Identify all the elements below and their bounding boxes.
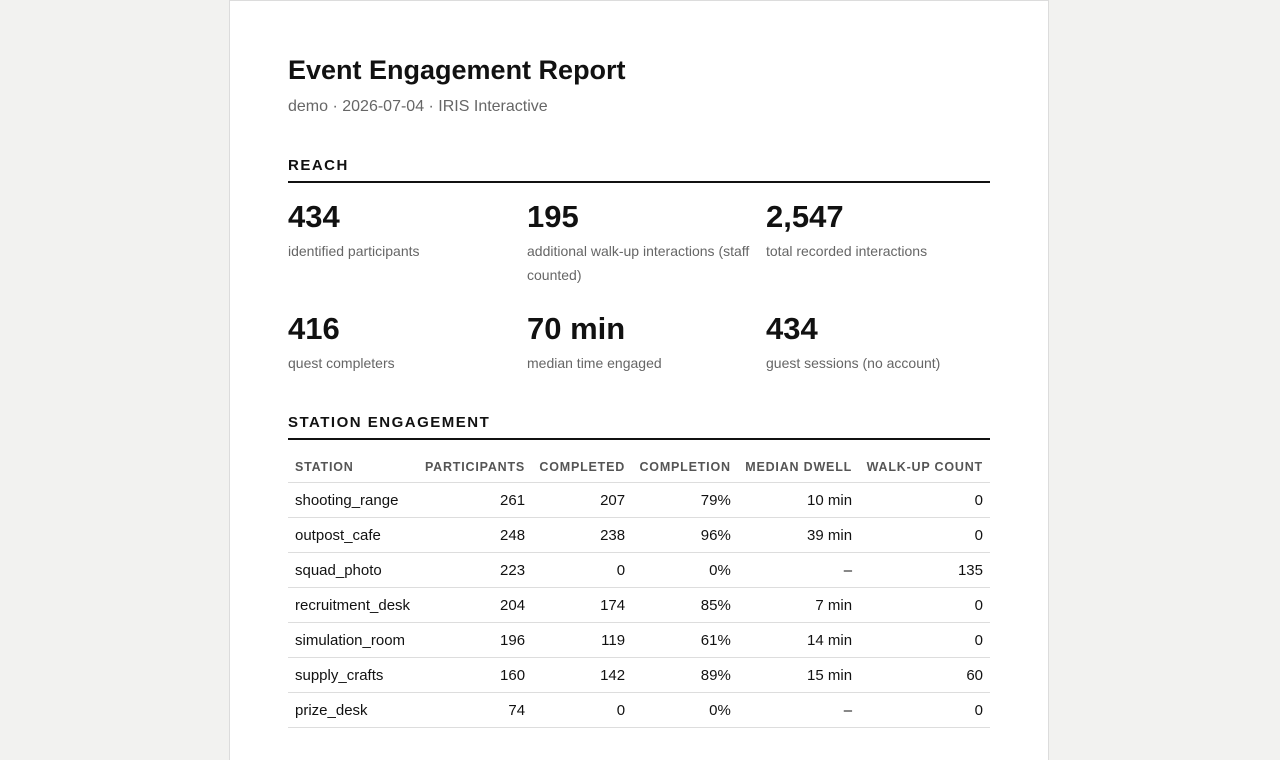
cell-completion: 61% <box>632 622 738 658</box>
cell-completed: 119 <box>532 622 633 658</box>
table-row: supply_crafts 160 142 89% 15 min 60 <box>288 657 990 693</box>
cell-completion: 79% <box>632 482 738 518</box>
cell-station: shooting_range <box>288 482 418 518</box>
cell-median-dwell: 10 min <box>737 482 860 518</box>
cell-walkup-count: 0 <box>859 692 990 728</box>
report-title: Event Engagement Report <box>288 55 626 85</box>
table-row: squad_photo 223 0 0% – 135 <box>288 552 990 588</box>
cell-completed: 238 <box>532 517 633 553</box>
reach-heading: REACH <box>288 157 990 183</box>
metric-value: 434 <box>288 199 340 234</box>
cell-participants: 160 <box>417 657 533 693</box>
cell-station: recruitment_desk <box>288 587 418 623</box>
metric-median-time: 70 min median time engaged <box>527 311 752 375</box>
cell-station: outpost_cafe <box>288 517 418 553</box>
metric-label: identified participants <box>288 243 420 259</box>
cell-walkup-count: 60 <box>859 657 990 693</box>
cell-completion: 0% <box>632 552 738 588</box>
cell-participants: 261 <box>417 482 533 518</box>
cell-walkup-count: 0 <box>859 622 990 658</box>
table-row: recruitment_desk 204 174 85% 7 min 0 <box>288 587 990 623</box>
metric-label: additional walk-up interactions (staff c… <box>527 243 750 283</box>
cell-completed: 207 <box>532 482 633 518</box>
cell-median-dwell: – <box>737 692 860 728</box>
cell-participants: 223 <box>417 552 533 588</box>
column-header-median-dwell: MEDIAN DWELL <box>737 452 860 483</box>
station-engagement-heading: STATION ENGAGEMENT <box>288 414 990 440</box>
cell-completed: 0 <box>532 552 633 588</box>
metric-quest-completers: 416 quest completers <box>288 311 513 375</box>
cell-participants: 248 <box>417 517 533 553</box>
cell-completed: 142 <box>532 657 633 693</box>
cell-median-dwell: 39 min <box>737 517 860 553</box>
table-header-row: STATION PARTICIPANTS COMPLETED COMPLETIO… <box>288 452 990 483</box>
cell-walkup-count: 0 <box>859 587 990 623</box>
table-row: prize_desk 74 0 0% – 0 <box>288 692 990 728</box>
cell-completed: 174 <box>532 587 633 623</box>
metric-walkup-interactions: 195 additional walk-up interactions (sta… <box>527 199 752 287</box>
table-row: shooting_range 261 207 79% 10 min 0 <box>288 482 990 518</box>
cell-completion: 96% <box>632 517 738 553</box>
cell-participants: 204 <box>417 587 533 623</box>
metric-label: total recorded interactions <box>766 243 928 259</box>
cell-walkup-count: 0 <box>859 517 990 553</box>
metric-guest-sessions: 434 guest sessions (no account) <box>766 311 991 375</box>
table-row: simulation_room 196 119 61% 14 min 0 <box>288 622 990 658</box>
metric-value: 416 <box>288 311 340 346</box>
column-header-completion: COMPLETION <box>632 452 738 483</box>
cell-median-dwell: – <box>737 552 860 588</box>
column-header-participants: PARTICIPANTS <box>417 452 533 483</box>
cell-median-dwell: 14 min <box>737 622 860 658</box>
report-subtitle: demo · 2026-07-04 · IRIS Interactive <box>288 98 548 115</box>
cell-completion: 0% <box>632 692 738 728</box>
column-header-station: STATION <box>288 452 418 483</box>
metric-value: 70 min <box>527 311 626 346</box>
cell-completed: 0 <box>532 692 633 728</box>
cell-walkup-count: 0 <box>859 482 990 518</box>
metric-value: 434 <box>766 311 818 346</box>
cell-completion: 85% <box>632 587 738 623</box>
metric-value: 2,547 <box>766 199 844 234</box>
report-page: Event Engagement Report demo · 2026-07-0… <box>229 0 1049 760</box>
table-row: outpost_cafe 248 238 96% 39 min 0 <box>288 517 990 553</box>
column-header-walkup-count: WALK-UP COUNT <box>859 452 990 483</box>
cell-station: prize_desk <box>288 692 418 728</box>
metric-identified-participants: 434 identified participants <box>288 199 513 263</box>
cell-participants: 196 <box>417 622 533 658</box>
cell-completion: 89% <box>632 657 738 693</box>
metric-total-interactions: 2,547 total recorded interactions <box>766 199 991 263</box>
station-engagement-table: STATION PARTICIPANTS COMPLETED COMPLETIO… <box>288 452 990 728</box>
metric-value: 195 <box>527 199 579 234</box>
column-header-completed: COMPLETED <box>532 452 633 483</box>
cell-median-dwell: 7 min <box>737 587 860 623</box>
metric-label: guest sessions (no account) <box>766 355 941 371</box>
cell-median-dwell: 15 min <box>737 657 860 693</box>
cell-participants: 74 <box>417 692 533 728</box>
cell-station: squad_photo <box>288 552 418 588</box>
cell-station: supply_crafts <box>288 657 418 693</box>
cell-station: simulation_room <box>288 622 418 658</box>
cell-walkup-count: 135 <box>859 552 990 588</box>
metric-label: median time engaged <box>527 355 662 371</box>
metric-label: quest completers <box>288 355 395 371</box>
